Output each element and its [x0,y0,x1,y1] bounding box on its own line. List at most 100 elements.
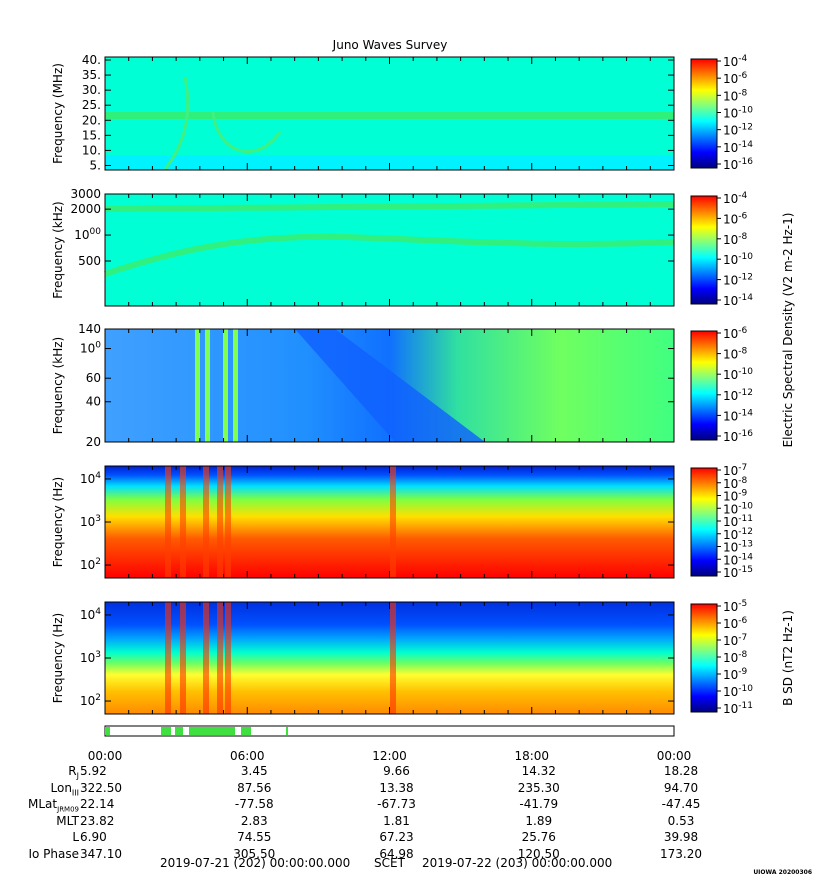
emission-burst [390,602,396,714]
y-axis-label: Frequency (kHz) [51,201,65,298]
emission-burst [180,466,186,578]
ephemeris-value: 64.98 [379,846,414,861]
ephemeris-label: LonIII [50,780,80,797]
spectrogram-image [105,466,674,578]
ephemeris-value: 23.82 [80,813,115,828]
ephemeris-value: 322.50 [80,780,122,795]
colorbar-tick-label: 10-10 [723,684,753,699]
colorbar-5: 10-5 10-6 10-7 10-8 10-9 10-10 10-11 [690,599,753,716]
colorbar-tick-label: 10-14 [723,408,753,423]
y-axis-label: Frequency (Hz) [51,613,65,704]
mode-segment [161,727,171,735]
colorbar-scale [690,58,718,169]
y-tick-label: 2000 [70,202,101,216]
y-tick-label: 140 [78,322,101,336]
y-tick-label: 25. [82,98,101,112]
colorbar-tick-label: 10-8 [723,650,748,665]
y-tick-label: 104 [80,471,101,486]
ephemeris-value: 87.56 [237,780,272,795]
y-tick-label: 3000 [70,187,101,201]
colorbar-tick-label: 10-12 [723,273,753,288]
emission-burst [233,329,238,442]
emission-burst [180,602,186,714]
colorbar-label: B SD (nT2 Hz-1) [781,610,795,706]
colorbar-tick-label: 10-16 [723,157,753,172]
ephemeris-value: -41.79 [519,797,559,811]
colorbar-tick-label: 10-16 [723,429,753,444]
y-tick-label: 102 [80,693,101,708]
colorbar-tick-label: 10-4 [723,191,748,206]
colorbar-scale [690,330,718,441]
x-tick-label: 18:00 [514,749,549,763]
ephemeris-value: 0.53 [667,813,695,828]
colorbar-tick-label: 10-12 [723,123,753,138]
emission-burst [203,466,209,578]
ephemeris-value: 305.50 [233,846,276,861]
y-tick-label: 20. [82,113,101,127]
ephemeris-value: 235.30 [517,780,560,795]
ephemeris-value: -47.45 [661,797,701,811]
mode-segment [175,727,183,735]
footer-scet-label: SCET [374,856,405,870]
ephemeris-value: 14.32 [521,764,556,778]
y-tick-label: 15. [82,128,101,142]
y-tick-label: 500 [78,254,101,268]
ephemeris-value: 120.50 [517,846,560,861]
y-tick-label: 30. [82,83,101,97]
emission-arc [163,76,190,170]
y-tick-label: 10. [82,143,101,157]
y-tick-label: 5. [90,158,101,172]
spectrogram-panel-1: 40.35.30.25.20.15.10.5. Frequency (MHz) 10… [51,53,753,172]
emission-burst [195,329,200,442]
emission-burst [390,466,396,578]
colorbar-scale [690,195,718,305]
spectrogram-panel-5: 104 103 102 Frequency (Hz) 10-510-610-710-81… [51,599,795,716]
y-tick-label: 1000 [74,227,101,242]
ephemeris-value: 5.92 [80,764,107,778]
y-tick-label: 104 [80,607,101,622]
figure-title: Juno Waves Survey [332,38,448,52]
ephemeris-value: 18.28 [663,764,699,778]
emission-burst [225,602,231,714]
x-axis: 00:00 06:00 12:00 18:00 00:00 [88,749,692,763]
y-tick-label: 60 [86,371,101,385]
emission-burst [203,602,209,714]
ephemeris-value: 74.55 [237,830,272,844]
ephemeris-value: -77.58 [234,797,274,811]
colorbar-tick-label: 10-6 [723,211,748,226]
x-tick-label: 00:00 [657,749,692,763]
colorbar-tick-label: 10-10 [723,367,753,382]
ephemeris-value: 22.14 [80,797,115,811]
emission-line [104,233,675,277]
colorbar-tick-label: 10-14 [723,140,753,155]
ephemeris-value: 94.70 [663,780,699,795]
emission-burst [165,602,171,714]
y-tick-label: 40. [82,53,101,67]
y-tick-label: 102 [80,557,101,572]
ephemeris-label: MLT [56,813,79,828]
ephemeris-value: -67.73 [377,797,416,811]
y-tick-label: 100 [80,341,101,356]
colorbar-tick-label: 10-14 [723,293,753,308]
y-axis-label: Frequency (MHz) [51,63,65,164]
ephemeris-label: Io Phase [28,846,79,861]
colorbar-tick-label: 10-8 [723,347,748,362]
colorbar-tick-label: 10-6 [723,326,748,341]
uiowa-stamp: UIOWA 20200306 [753,869,812,876]
y-tick-label: 103 [80,514,101,529]
mode-segment [105,727,110,735]
colorbar-1: 10-4 10-6 10-8 10-10 10-12 10-14 10-16 [690,54,753,172]
colorbar-tick-label: 10-10 [723,252,753,267]
y-tick-label: 103 [80,650,101,665]
y-axis-label: Frequency (Hz) [51,477,65,568]
ephemeris-value: 2.83 [240,813,268,828]
colorbar-label: Electric Spectral Density (V2 m-2 Hz-1) [781,213,795,448]
colorbar-3: 10-6 10-8 10-10 10-12 10-14 10-16 [690,326,753,444]
ephemeris-value: 9.66 [383,764,410,778]
ephemeris-value: 6.90 [80,830,107,844]
ephemeris-value: 173.20 [660,846,702,861]
colorbar-tick-label: 10-5 [723,599,747,614]
colorbar-tick-label: 10-10 [723,106,753,121]
